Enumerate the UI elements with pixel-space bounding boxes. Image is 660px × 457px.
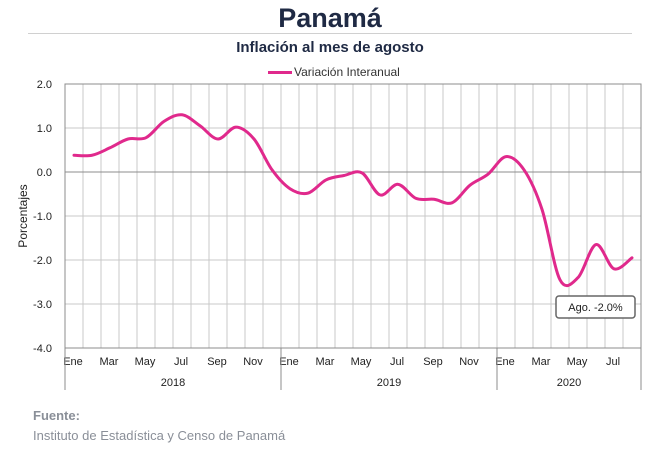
legend-label: Variación Interanual (294, 65, 400, 79)
x-tick-label: Sep (207, 356, 227, 368)
x-tick-label: Jul (390, 356, 404, 368)
year-label: 2020 (557, 377, 581, 389)
y-tick-label: -3.0 (33, 299, 52, 311)
x-tick-label: Mar (532, 356, 551, 368)
source-label: Fuente: (33, 408, 80, 423)
x-tick-label: Jul (606, 356, 620, 368)
x-tick-label: May (135, 356, 156, 368)
plot-frame (64, 83, 642, 349)
chart-title: Panamá (278, 3, 382, 33)
x-tick-label: Mar (100, 356, 119, 368)
y-tick-label: 0.0 (37, 167, 52, 179)
x-tick-label: May (567, 356, 588, 368)
y-tick-label: -4.0 (33, 343, 52, 355)
x-tick-label: Nov (243, 356, 263, 368)
x-tick-label: Mar (316, 356, 335, 368)
chart-subtitle: Inflación al mes de agosto (236, 39, 424, 56)
legend-swatch (268, 70, 292, 74)
y-tick-label: -2.0 (33, 255, 52, 267)
title-divider (28, 33, 632, 34)
year-label: 2019 (377, 377, 401, 389)
x-tick-label: Sep (423, 356, 443, 368)
x-tick-label: May (351, 356, 372, 368)
series-line (72, 113, 634, 288)
x-tick-label: Nov (459, 356, 479, 368)
annotation-box (555, 295, 636, 319)
y-tick-label: -1.0 (33, 211, 52, 223)
y-axis-label: Porcentajes (16, 184, 30, 247)
y-tick-label: 2.0 (37, 79, 52, 91)
x-tick-label: Ene (63, 356, 83, 368)
chart-legend: Variación Interanual (268, 65, 400, 79)
source-text: Instituto de Estadística y Censo de Pana… (33, 428, 286, 443)
year-label: 2018 (161, 377, 185, 389)
x-tick-label: Ene (495, 356, 515, 368)
y-tick-label: 1.0 (37, 123, 52, 135)
annotation-label: Ago. -2.0% (568, 302, 623, 314)
x-tick-label: Jul (174, 356, 188, 368)
x-tick-label: Ene (279, 356, 299, 368)
